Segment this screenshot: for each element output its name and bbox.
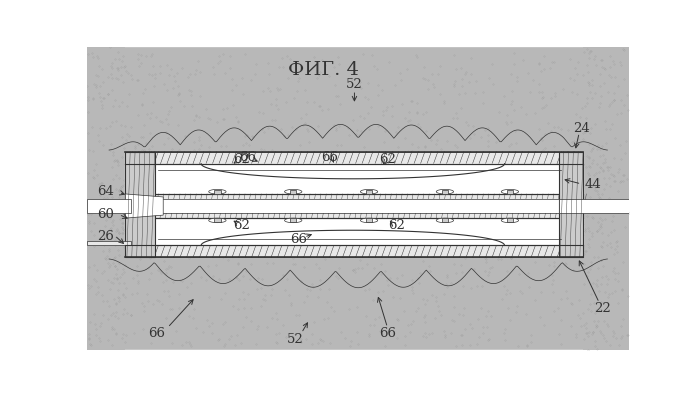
Text: 66: 66 (380, 327, 396, 340)
Polygon shape (158, 163, 561, 179)
Polygon shape (290, 218, 296, 222)
Polygon shape (442, 218, 448, 222)
Text: 24: 24 (573, 122, 590, 135)
Polygon shape (442, 190, 448, 194)
Polygon shape (136, 199, 577, 213)
Polygon shape (87, 241, 131, 245)
Ellipse shape (361, 189, 377, 194)
Polygon shape (87, 125, 629, 350)
Polygon shape (366, 218, 372, 222)
Text: 22: 22 (594, 302, 611, 315)
Text: 62: 62 (388, 219, 405, 231)
Text: 60: 60 (97, 208, 114, 221)
Polygon shape (125, 152, 583, 163)
Ellipse shape (284, 218, 302, 223)
Text: 26: 26 (97, 230, 114, 243)
Text: 66: 66 (238, 151, 256, 163)
Ellipse shape (209, 218, 226, 223)
Text: 66: 66 (148, 327, 165, 340)
Text: 66: 66 (321, 151, 338, 163)
Text: 52: 52 (287, 333, 303, 346)
Polygon shape (152, 218, 567, 245)
Text: 62: 62 (233, 219, 250, 231)
Polygon shape (125, 245, 583, 257)
Ellipse shape (284, 189, 302, 194)
Polygon shape (215, 190, 220, 194)
Polygon shape (125, 152, 155, 257)
Text: 64: 64 (97, 185, 114, 198)
Ellipse shape (501, 218, 519, 223)
Polygon shape (583, 47, 629, 350)
Polygon shape (158, 230, 561, 245)
Polygon shape (87, 199, 131, 213)
Text: 66: 66 (290, 233, 307, 246)
Polygon shape (125, 194, 583, 218)
Polygon shape (507, 190, 513, 194)
Ellipse shape (501, 189, 519, 194)
Polygon shape (559, 152, 583, 257)
Polygon shape (125, 194, 163, 218)
Text: 62: 62 (380, 152, 396, 165)
Polygon shape (215, 218, 220, 222)
Polygon shape (290, 190, 296, 194)
Ellipse shape (361, 218, 377, 223)
Text: 44: 44 (584, 178, 601, 191)
Text: 62: 62 (233, 152, 250, 165)
Polygon shape (125, 152, 583, 245)
Ellipse shape (436, 189, 454, 194)
Polygon shape (87, 47, 125, 350)
Polygon shape (152, 163, 567, 194)
Ellipse shape (436, 218, 454, 223)
Text: ФИГ. 4: ФИГ. 4 (287, 61, 359, 79)
Polygon shape (87, 47, 629, 288)
Polygon shape (559, 199, 629, 213)
Polygon shape (366, 190, 372, 194)
Ellipse shape (209, 189, 226, 194)
Polygon shape (507, 218, 513, 222)
Text: 52: 52 (346, 77, 363, 90)
